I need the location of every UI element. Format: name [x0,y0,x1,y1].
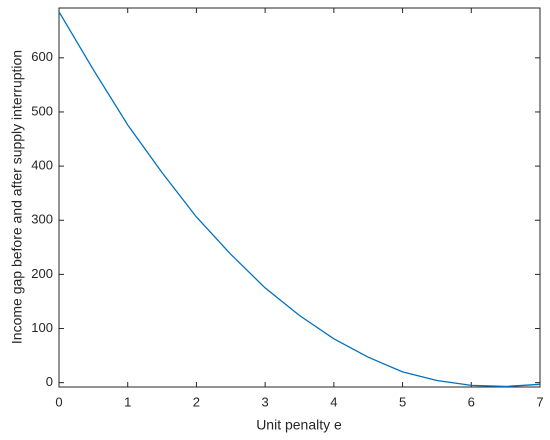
x-tick-label: 1 [124,394,131,409]
x-tick-label: 7 [536,394,543,409]
y-tick-label: 300 [31,212,53,227]
x-tick-label: 5 [399,394,406,409]
x-axis-label: Unit penalty e [256,417,342,433]
line [58,11,541,388]
x-tick-label: 0 [55,394,62,409]
x-tick-label: 6 [468,394,475,409]
y-tick-label: 0 [46,374,53,389]
x-tick-label: 2 [193,394,200,409]
y-tick-label: 200 [31,266,53,281]
x-tick-label: 3 [262,394,269,409]
y-axis-label: Income gap before and after supply inter… [9,50,25,344]
y-tick-label: 400 [31,158,53,173]
y-tick-label: 600 [31,49,53,64]
y-tick-label: 500 [31,103,53,118]
y-tick-label: 100 [31,320,53,335]
x-tick-label: 4 [330,394,337,409]
plot-area [58,7,541,388]
